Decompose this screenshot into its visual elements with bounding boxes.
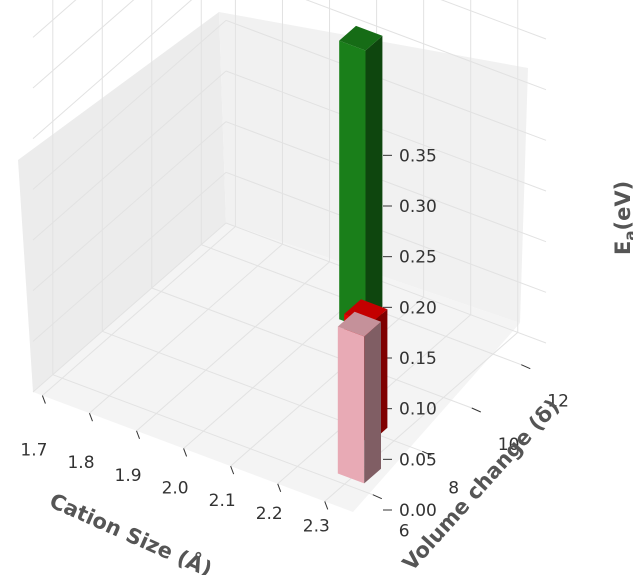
y-tick-label: 6 — [399, 522, 410, 542]
left-wall-gridline-z — [32, 171, 227, 342]
z-tick-label: 0.35 — [399, 146, 437, 166]
left-wall-gridline-z — [32, 0, 135, 89]
back-wall-gridline-z — [225, 70, 547, 192]
bars — [337, 25, 388, 484]
back-wall-gridline-z — [305, 0, 547, 91]
z-tick-label: 0.15 — [399, 349, 437, 369]
bar-top-face — [337, 311, 381, 337]
x-tick-label: 2.2 — [256, 504, 283, 524]
z-label-unit: (eV) — [611, 181, 633, 231]
left-wall-gridline-z — [32, 19, 227, 190]
y-tick-mark — [422, 450, 432, 456]
z-label-main: E — [611, 241, 633, 255]
z-tick-label: 0.05 — [399, 450, 437, 470]
bar-top-face — [339, 25, 383, 51]
left-wall-gridline-z — [32, 0, 193, 140]
bar-front-face — [337, 326, 365, 484]
floor-gridline-x — [89, 243, 283, 414]
back-wall-gridline-z — [440, 0, 547, 40]
x-tick-label: 1.8 — [67, 453, 94, 473]
x-tick-mark — [41, 395, 46, 404]
back-wall-gridline-z — [225, 222, 547, 344]
z-tick-label: 0.30 — [399, 197, 437, 217]
x-tick-mark — [277, 483, 282, 492]
z-axis-label: Ea(eV) — [611, 181, 633, 255]
back-wall-gridline-z — [225, 121, 547, 243]
bar — [337, 311, 381, 484]
floor-gridline-x — [230, 296, 424, 467]
y-tick-label: 10 — [498, 435, 520, 455]
z-tick-label: 0.10 — [399, 400, 437, 420]
floor-gridline-y — [151, 287, 472, 409]
y-tick-mark — [471, 407, 481, 413]
y-tick-label: 8 — [448, 478, 459, 498]
x-tick-label: 2.1 — [209, 491, 236, 511]
floor-gridline-x — [136, 261, 330, 432]
z-label-sub: a — [621, 231, 633, 241]
x-tick-mark — [183, 448, 188, 457]
x-tick-mark — [230, 465, 235, 475]
back-wall-gridline-z — [225, 19, 547, 141]
x-tick-mark — [136, 430, 140, 439]
x-tick-label: 2.0 — [162, 478, 189, 498]
left-wall-gridline-z — [32, 121, 227, 292]
x-axis-label: Cation Size (Å) — [46, 488, 216, 575]
z-tick-label: 0.20 — [399, 298, 437, 318]
y-tick-label: 12 — [547, 392, 569, 412]
grid-lines — [32, 0, 547, 502]
bar-side-face — [365, 35, 383, 330]
y-tick-mark — [521, 364, 531, 370]
z-tick-label: 0.00 — [399, 501, 437, 521]
x-tick-mark — [324, 501, 329, 510]
x-tick-label: 1.7 — [20, 441, 47, 461]
z-tick-label: 0.25 — [399, 248, 437, 268]
x-tick-label: 1.9 — [115, 466, 142, 486]
left-wall-gridline-z — [32, 222, 227, 393]
back-left-pane — [18, 12, 226, 392]
axis-ticks: 1.7 1.8 1.9 2.0 2.1 2.2 2.3 6 8 10 12 0.00 0.05 0.10 0… — [20, 146, 568, 541]
x-tick-mark — [89, 413, 93, 422]
floor-gridline-x — [42, 226, 236, 396]
y-tick-mark — [372, 494, 382, 500]
left-wall-gridline-z — [32, 70, 227, 241]
floor-gridline-y — [52, 374, 373, 496]
x-tick-label: 2.3 — [303, 516, 330, 536]
bar-side-face — [364, 321, 381, 484]
bar-front-face — [339, 40, 366, 330]
left-wall-gridline-z — [32, 0, 77, 38]
bar — [339, 25, 383, 330]
back-wall-gridline-z — [225, 171, 547, 293]
